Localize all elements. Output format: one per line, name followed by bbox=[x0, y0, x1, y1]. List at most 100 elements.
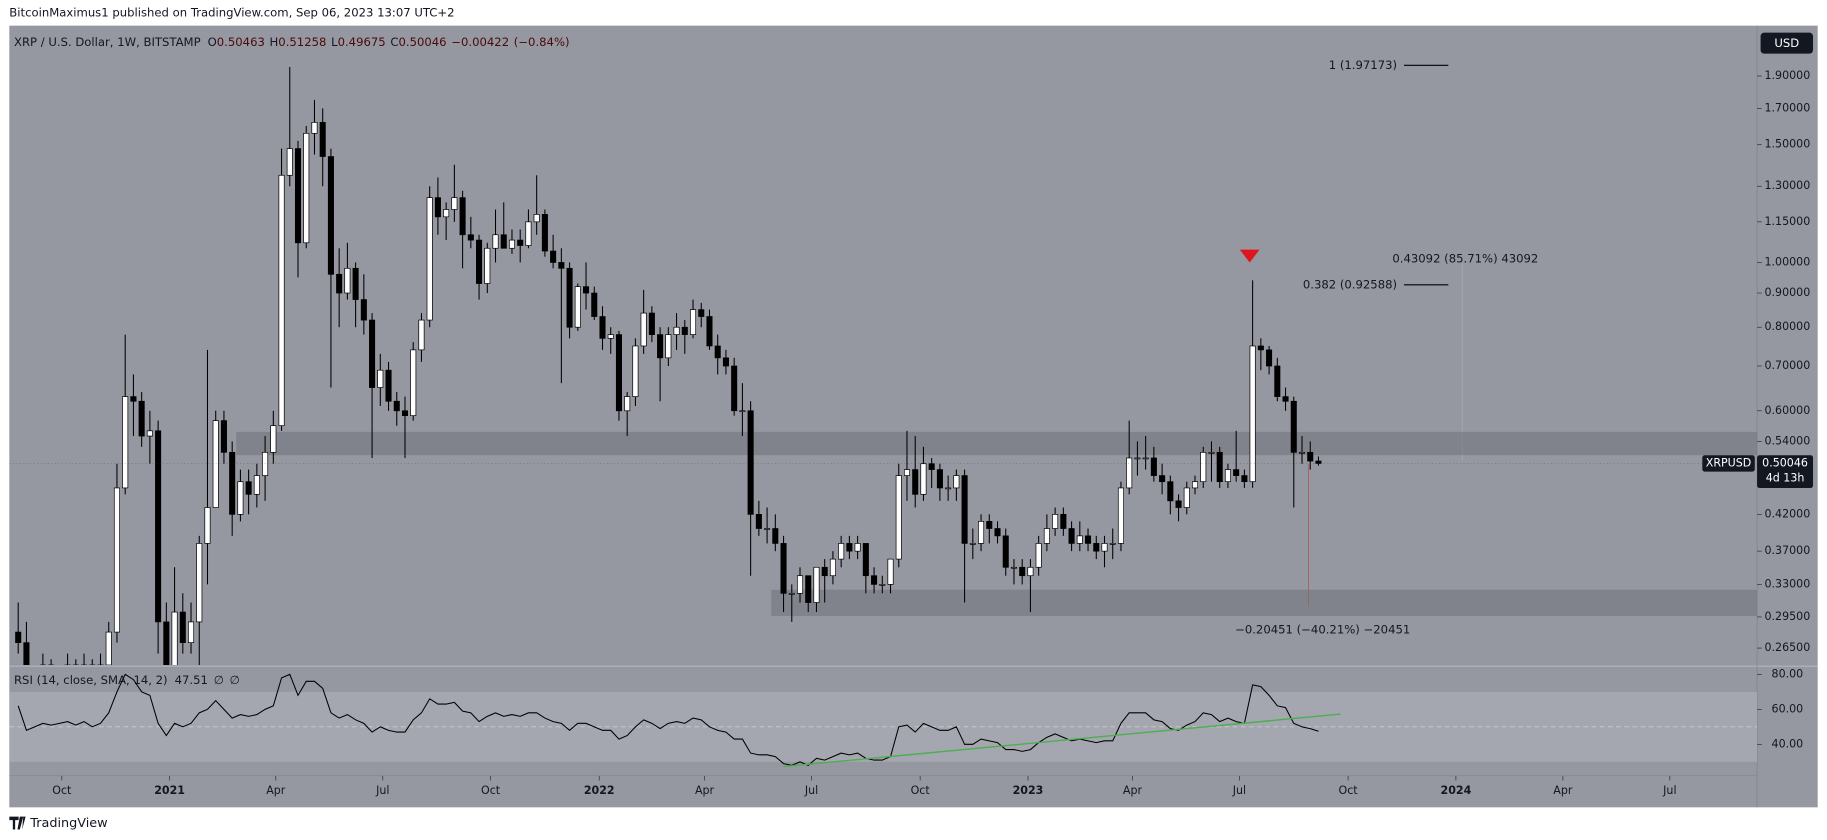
candle-body bbox=[764, 528, 771, 530]
y-tick-label: 0.26500 bbox=[1765, 641, 1811, 654]
zone bbox=[771, 589, 1758, 616]
x-tick-label: Apr bbox=[1123, 784, 1143, 797]
y-tick-label: 1.50000 bbox=[1765, 138, 1811, 151]
candle-body bbox=[648, 312, 655, 335]
x-tick-label: 2024 bbox=[1441, 784, 1472, 797]
candle-body bbox=[204, 507, 211, 544]
candle-body bbox=[426, 197, 433, 321]
candle-body bbox=[986, 520, 993, 529]
candle-body bbox=[1216, 451, 1223, 483]
candle-body bbox=[278, 174, 285, 427]
candle-body bbox=[418, 319, 425, 351]
candle-body bbox=[936, 469, 943, 489]
candle-body bbox=[838, 543, 845, 560]
price-tag bbox=[1757, 455, 1814, 488]
candle-body bbox=[1068, 528, 1075, 544]
legend-key: H bbox=[270, 34, 279, 48]
candle-body bbox=[1159, 475, 1166, 483]
chart-background bbox=[9, 25, 1818, 808]
candle-body bbox=[15, 631, 22, 644]
candle-body bbox=[1233, 469, 1240, 476]
currency-button[interactable] bbox=[1760, 32, 1814, 54]
candle-body bbox=[336, 273, 343, 294]
y-tick-label: 0.33000 bbox=[1765, 577, 1811, 590]
candle-body bbox=[1010, 566, 1017, 569]
candle-body bbox=[821, 566, 828, 577]
rsi-line bbox=[17, 673, 1319, 766]
candle-body bbox=[813, 566, 820, 603]
y-tick-label: 0.29500 bbox=[1765, 610, 1811, 623]
candle-body bbox=[517, 239, 524, 246]
candle-body bbox=[1002, 535, 1009, 568]
candle-body bbox=[1249, 345, 1256, 483]
candle-body bbox=[755, 513, 762, 529]
candle-body bbox=[130, 396, 137, 402]
candle-body bbox=[1274, 365, 1281, 397]
currency-label[interactable]: USD bbox=[1774, 36, 1799, 50]
candle-body bbox=[294, 148, 302, 244]
candle-body bbox=[1307, 451, 1314, 462]
candle-body bbox=[467, 234, 474, 241]
candle-body bbox=[706, 316, 713, 347]
x-tick-label: 2021 bbox=[154, 784, 185, 797]
candle-body bbox=[196, 543, 203, 623]
rsi-na: ∅ bbox=[230, 673, 240, 687]
candle-body bbox=[188, 621, 195, 644]
x-tick-label: Oct bbox=[481, 784, 501, 797]
candle-body bbox=[1257, 345, 1264, 351]
candle-body bbox=[780, 543, 787, 594]
candle-body bbox=[484, 247, 491, 284]
symbol-tag bbox=[1702, 455, 1755, 472]
candle-body bbox=[434, 197, 441, 218]
candle-body bbox=[879, 584, 886, 586]
legend-value: 0.49675 bbox=[338, 34, 386, 48]
price-tag-value: 0.50046 bbox=[1762, 456, 1808, 469]
candle-body bbox=[541, 214, 548, 252]
candle-body bbox=[533, 214, 540, 223]
candle-body bbox=[788, 592, 795, 595]
candle-body bbox=[731, 365, 738, 412]
candle-body bbox=[1076, 535, 1083, 544]
candle-body bbox=[237, 481, 244, 515]
y-tick-label: 1.30000 bbox=[1765, 179, 1811, 192]
candle-body bbox=[1085, 535, 1092, 544]
candle-body bbox=[912, 469, 919, 495]
y-tick-label: 0.70000 bbox=[1765, 359, 1811, 372]
candle-body bbox=[377, 369, 384, 388]
rsi-legend: RSI (14, close, SMA, 14, 2) 47.51 ∅ ∅ bbox=[14, 673, 240, 687]
candle-body bbox=[772, 528, 779, 544]
candle-body bbox=[1019, 566, 1026, 577]
candle-body bbox=[558, 262, 565, 269]
y-tick-label: 1.70000 bbox=[1765, 101, 1811, 114]
x-tick-label: Oct bbox=[52, 784, 72, 797]
candle-body bbox=[640, 312, 647, 347]
candle-body bbox=[1093, 543, 1100, 552]
candle-body bbox=[1200, 451, 1207, 483]
candle-body bbox=[229, 451, 236, 515]
candle-body bbox=[253, 475, 260, 495]
candle-body bbox=[665, 334, 672, 359]
candle-body bbox=[1224, 469, 1231, 483]
candle-body bbox=[1266, 349, 1273, 367]
x-tick-label: Oct bbox=[1339, 784, 1359, 797]
candle-body bbox=[1060, 513, 1067, 529]
candle-body bbox=[928, 463, 935, 470]
candle-body bbox=[171, 611, 178, 665]
footer-brand: TradingView bbox=[29, 816, 107, 831]
rsi-tick-label: 80.00 bbox=[1772, 667, 1804, 680]
x-tick-label: Apr bbox=[1553, 784, 1573, 797]
candle-body bbox=[1035, 543, 1042, 568]
x-tick-label: 2022 bbox=[584, 784, 615, 797]
y-tick-label: 1.00000 bbox=[1765, 255, 1811, 268]
candle-body bbox=[920, 463, 927, 495]
legend-value: 0.50463 bbox=[217, 34, 265, 48]
candle-body bbox=[1117, 487, 1124, 544]
candle-body bbox=[722, 357, 729, 367]
y-tick-label: 0.54000 bbox=[1765, 434, 1811, 447]
candle-body bbox=[113, 487, 120, 633]
candle-body bbox=[689, 309, 697, 335]
legend-change: −0.00422 bbox=[451, 34, 509, 48]
candle-body bbox=[805, 575, 812, 603]
y-tick-label: 1.15000 bbox=[1765, 215, 1811, 228]
